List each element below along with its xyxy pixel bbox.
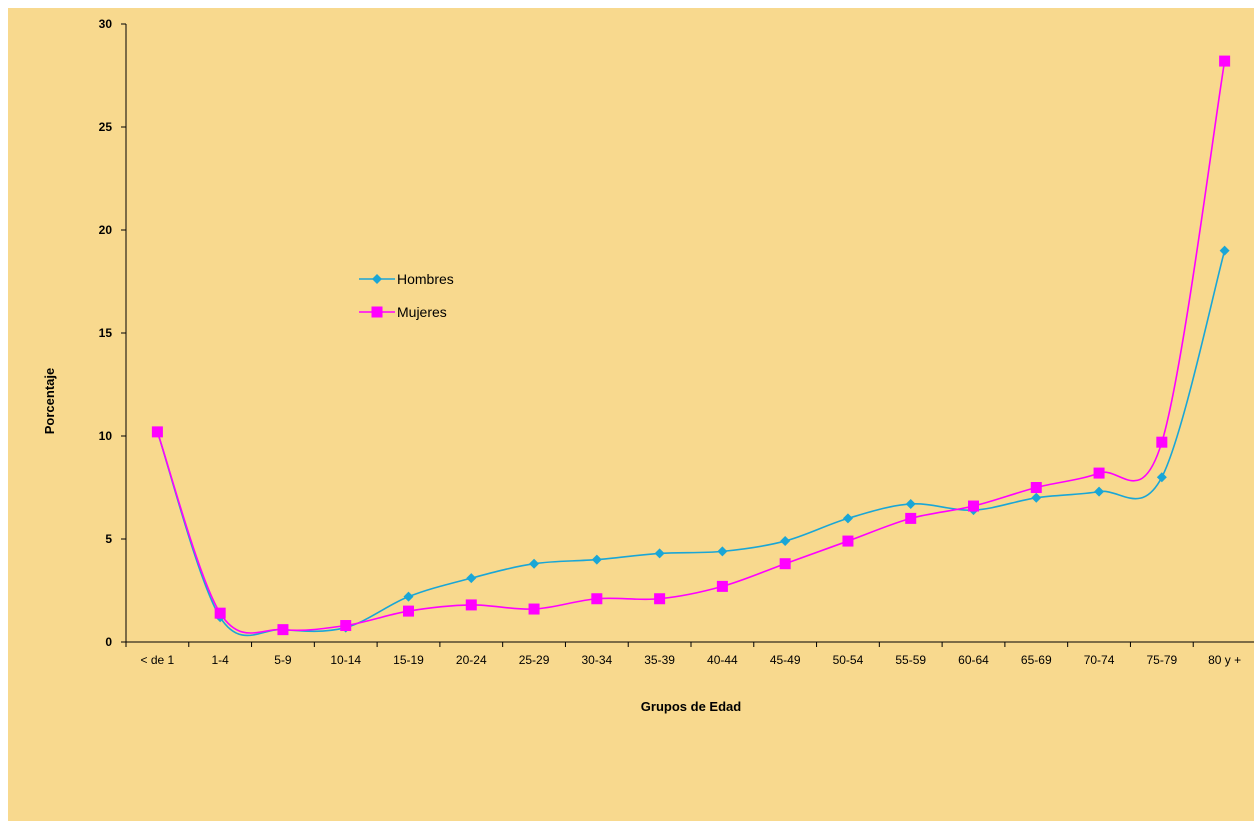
data-point <box>214 607 226 619</box>
x-tick-label: 75-79 <box>1146 653 1177 667</box>
data-point <box>1030 482 1042 493</box>
data-point <box>842 513 853 524</box>
y-axis-label: Porcentaje <box>42 368 57 434</box>
data-point <box>716 580 728 592</box>
y-tick-label: 25 <box>99 120 113 134</box>
x-tick-labels: < de 1 1-4 5-9 10-14 15-19 20-24 25-29 30-34 35-… <box>141 653 1242 667</box>
series-layer <box>151 55 1231 637</box>
series-hombres <box>152 245 1230 637</box>
x-tick-label: 1-4 <box>211 653 229 667</box>
legend-label: Hombres <box>397 271 454 287</box>
x-tick-label: 45-49 <box>770 653 801 667</box>
data-point <box>528 603 540 615</box>
series-line <box>156 250 1226 637</box>
legend-marker <box>371 306 383 318</box>
data-point <box>466 573 477 584</box>
y-tick-label: 20 <box>99 223 113 237</box>
data-point <box>905 512 917 524</box>
y-tick-label: 15 <box>99 326 113 340</box>
y-tick-label: 0 <box>105 635 112 649</box>
data-point <box>1156 472 1167 483</box>
x-tick-label: 80 y + <box>1208 653 1241 667</box>
data-point <box>277 624 289 636</box>
legend-marker <box>372 274 382 284</box>
data-point <box>1219 245 1230 256</box>
x-tick-label: 70-74 <box>1084 653 1115 667</box>
y-tick-label: 10 <box>99 429 113 443</box>
data-point <box>779 558 791 570</box>
data-point <box>717 546 728 557</box>
x-tick-label: 25-29 <box>519 653 550 667</box>
legend-label: Mujeres <box>397 304 447 320</box>
data-point <box>340 620 352 632</box>
legend: Hombres Mujeres <box>359 271 454 320</box>
x-tick-label: 20-24 <box>456 653 487 667</box>
legend-item-mujeres: Mujeres <box>359 304 447 320</box>
x-tick-label: 60-64 <box>958 653 989 667</box>
data-point <box>1156 436 1168 448</box>
x-tick-label: 5-9 <box>274 653 292 667</box>
data-point <box>1094 486 1105 497</box>
data-point <box>529 558 540 569</box>
data-point <box>1031 492 1042 503</box>
data-point <box>403 605 414 617</box>
series-mujeres <box>151 55 1231 636</box>
data-point <box>465 599 477 611</box>
data-point <box>151 426 163 438</box>
x-axis-label: Grupos de Edad <box>641 699 741 714</box>
y-tick-label: 5 <box>105 532 112 546</box>
x-tick-label: < de 1 <box>141 653 175 667</box>
line-chart: 0 5 10 15 20 25 30 < de 1 1-4 5-9 10-14 15-19 20-24… <box>8 8 1254 821</box>
chart-background <box>8 8 1254 821</box>
data-point <box>591 593 603 605</box>
axes <box>121 23 1254 647</box>
x-tick-label: 40-44 <box>707 653 738 667</box>
data-point <box>654 593 666 605</box>
y-tick-labels: 0 5 10 15 20 25 30 <box>99 17 113 649</box>
data-point <box>591 554 602 565</box>
chart-area: 0 5 10 15 20 25 30 < de 1 1-4 5-9 10-14 15-19 20-24… <box>8 8 1254 821</box>
x-tick-label: 10-14 <box>330 653 361 667</box>
data-point <box>905 498 916 509</box>
x-tick-label: 35-39 <box>644 653 675 667</box>
data-point <box>968 500 979 512</box>
data-point <box>780 536 791 547</box>
y-tick-label: 30 <box>99 17 113 31</box>
x-tick-label: 65-69 <box>1021 653 1052 667</box>
data-point <box>1219 55 1231 67</box>
legend-item-hombres: Hombres <box>359 271 454 287</box>
x-tick-label: 15-19 <box>393 653 424 667</box>
data-point <box>403 591 414 602</box>
x-tick-label: 30-34 <box>581 653 612 667</box>
x-tick-label: 55-59 <box>895 653 926 667</box>
x-tick-label: 50-54 <box>833 653 864 667</box>
data-point <box>1093 467 1105 479</box>
data-point <box>654 548 665 559</box>
data-point <box>842 535 854 547</box>
